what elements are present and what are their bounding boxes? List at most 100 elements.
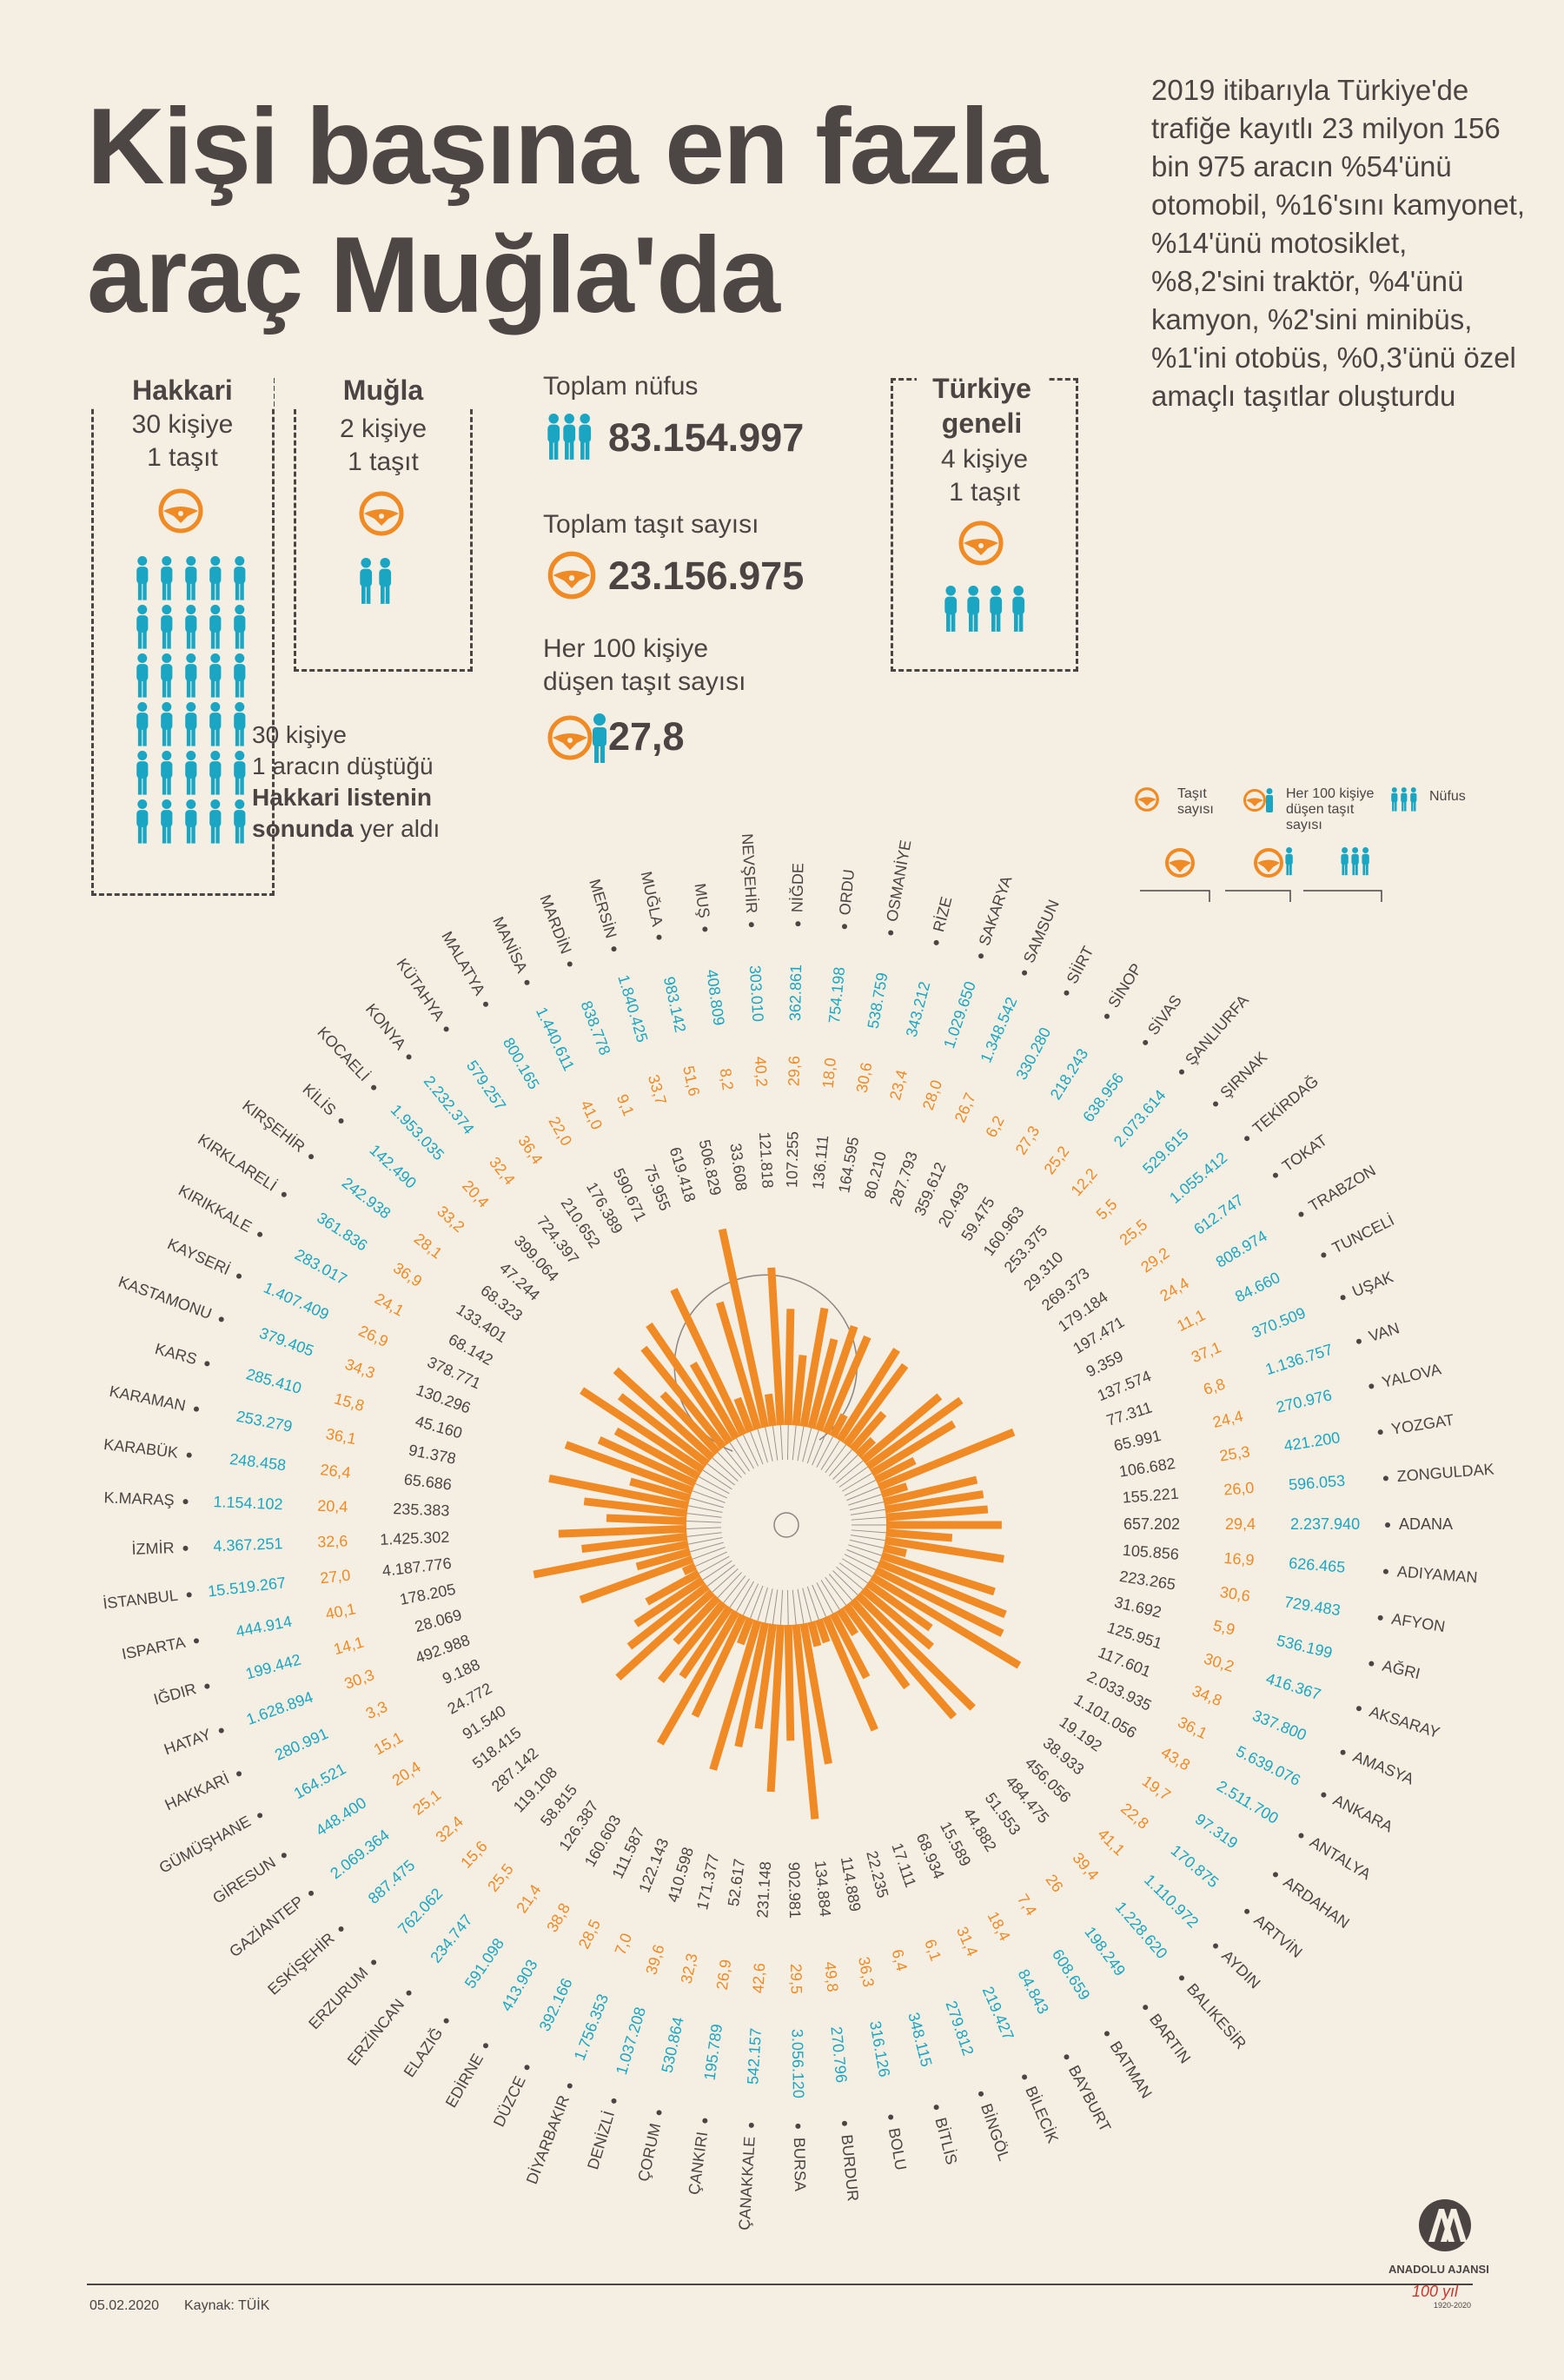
guide-line [820,1440,840,1470]
population-label: 1.136.757 [1263,1341,1335,1378]
person-icon [161,799,173,844]
bar-gümüşhane [645,1569,701,1606]
per100-label: 25,2 [1041,1143,1073,1177]
person-icon [185,751,197,795]
bar-adiyaman [885,1528,953,1542]
vehicles-label: 9.188 [440,1655,482,1687]
population-label: 5.639.076 [1233,1742,1303,1789]
person-icon [185,653,197,698]
province-dot [656,2110,662,2116]
province-dot [443,1026,449,1032]
province-label: KONYA [362,1000,409,1053]
population-label: 283.017 [292,1246,350,1289]
guide-line [828,1449,852,1476]
person-icon [161,751,173,795]
guide-line [806,1430,819,1464]
guide-line [792,1589,797,1625]
province-dot [338,1117,344,1124]
header-brackets [1140,890,1382,902]
population-label: 84.843 [1015,1966,1052,2017]
per100-label: 42,6 [749,1962,768,1993]
province-dot [186,1592,192,1598]
province-dot [933,2105,939,2111]
province-dot [1103,1013,1110,1019]
guide-line [844,1479,876,1496]
person-icon [1012,586,1025,632]
person-icon [136,556,149,600]
guide-line [736,1438,754,1469]
province-label: ERZİNCAN [344,1996,408,2069]
bar-kocaeli̇ [659,1391,721,1455]
bar-amasya [877,1559,1007,1619]
province-label: BURSA [791,2138,809,2191]
province-label: ÇANKIRI [686,2131,712,2196]
population-label: 538.759 [865,971,891,1031]
bar-mardi̇n [733,1396,754,1434]
person-icon [1401,787,1408,812]
population-label: 530.864 [658,2015,686,2074]
province-label: ESKİŞEHİR [264,1929,338,1998]
per100-label: 38,8 [543,1900,573,1935]
province-label: AĞRI [1381,1656,1422,1683]
vehicles-label: 4.187.776 [381,1555,453,1580]
bar-trabzon [870,1420,957,1477]
per100-label: 32,4 [486,1154,519,1189]
guide-line [797,1588,805,1624]
per100-label: 7,0 [612,1931,636,1958]
per100-label: 22,8 [1117,1800,1152,1833]
province-dot [1355,1706,1362,1712]
bar-çanakkale [766,1624,785,1793]
province-label: YOZGAT [1390,1411,1455,1438]
population-label: 408.809 [703,968,728,1026]
population-label: 270.796 [827,2025,850,2084]
per100-label: 26,9 [713,1959,735,1991]
agency-years: 1920-2020 [1434,2301,1472,2310]
population-label: 762.062 [394,1885,446,1938]
population-label: 242.938 [339,1174,394,1223]
hakkari-line2: 1 taşıt [147,443,218,472]
guide-line [750,1431,764,1465]
guide-line [846,1487,879,1502]
per100-label: 26 [1043,1871,1067,1895]
bar-kirşehi̇r [617,1393,710,1468]
turkiye-ratio: 4 kişiye 1 taşıt [891,443,1078,509]
population-label: 638.956 [1079,1070,1127,1125]
per100-label: 24,4 [1211,1408,1245,1432]
province-label: KOCAELİ [314,1024,373,1084]
province-label: MUŞ [692,882,713,918]
guide-line [688,1536,723,1545]
turkiye-line2: 1 taşıt [949,478,1020,507]
per100-label: 25,5 [1117,1216,1151,1249]
province-label: ANKARA [1330,1791,1395,1835]
province-dot [308,1890,315,1896]
population-label: 348.115 [905,2011,935,2069]
per100-label: 40,1 [324,1600,357,1622]
person-icon [161,702,173,746]
guide-line [825,1576,847,1606]
province-dot [1355,1338,1362,1344]
steering-wheel-icon [158,488,203,534]
vehicles-label: 410.598 [664,1845,697,1904]
bar-kars [629,1477,692,1502]
population-label: 337.800 [1250,1707,1309,1744]
province-dot [1298,1211,1304,1217]
per100-label: 21,4 [513,1881,544,1916]
per100-label: 7,4 [1014,1891,1040,1919]
population-label: 198.249 [1081,1924,1129,1979]
legend-per100: Her 100 kişiye düşen taşıt sayısı [1286,786,1375,832]
person-icon [185,556,197,600]
bar-yozgat [884,1490,984,1514]
province-label: KÜTAHYA [393,955,447,1024]
population-label: 84.660 [1232,1269,1282,1306]
guide-line [757,1587,768,1621]
population-label: 448.400 [313,1793,369,1839]
per100-label: 30,6 [1219,1583,1252,1605]
province-label: IĞDIR [151,1679,198,1708]
bar-ağri [882,1544,907,1558]
footer-line [87,2284,1473,2285]
population-label: 142.490 [366,1141,420,1192]
vehicles-label: 178.205 [398,1581,457,1608]
population-label: 279.812 [942,1999,977,2058]
guide-line [851,1516,886,1521]
population-label: 596.053 [1288,1472,1345,1494]
